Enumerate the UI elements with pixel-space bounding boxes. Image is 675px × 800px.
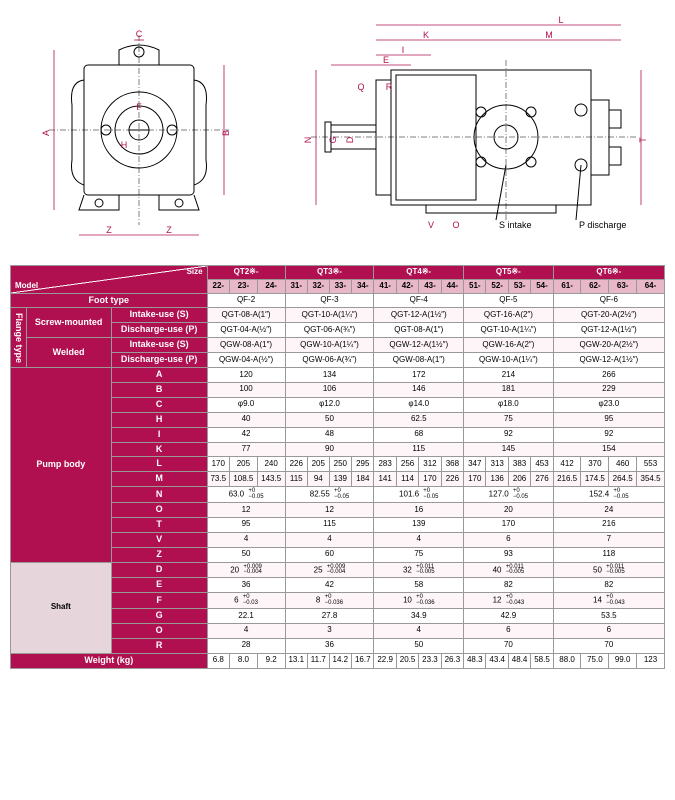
svg-text:K: K xyxy=(423,30,429,40)
svg-text:E: E xyxy=(383,55,389,65)
svg-text:N: N xyxy=(303,137,313,144)
svg-text:L: L xyxy=(559,15,564,25)
svg-text:M: M xyxy=(546,30,554,40)
svg-text:Q: Q xyxy=(358,82,365,92)
svg-text:Z: Z xyxy=(166,225,172,235)
diagram-front: A B C F H Z Z xyxy=(24,10,234,250)
svg-text:A: A xyxy=(41,130,51,136)
svg-text:B: B xyxy=(221,130,231,136)
svg-text:Z: Z xyxy=(106,225,112,235)
svg-text:V: V xyxy=(428,220,434,230)
spec-table: SizeModelQT2※-QT3※-QT4※-QT5※-QT6※-22-23-… xyxy=(10,265,665,669)
svg-text:F: F xyxy=(136,102,142,112)
svg-text:D: D xyxy=(345,136,355,143)
svg-text:G: G xyxy=(328,136,338,143)
svg-text:O: O xyxy=(453,220,460,230)
svg-text:C: C xyxy=(136,29,143,39)
svg-text:T: T xyxy=(638,137,648,143)
diagrams-area: A B C F H Z Z xyxy=(10,10,665,250)
svg-text:I: I xyxy=(402,45,405,55)
svg-text:P discharge: P discharge xyxy=(579,220,626,230)
svg-text:H: H xyxy=(121,140,128,150)
diagram-side: L K M I E Q R N G D T V O S intake P dis… xyxy=(281,10,651,250)
svg-text:R: R xyxy=(386,82,393,92)
svg-text:S intake: S intake xyxy=(499,220,532,230)
